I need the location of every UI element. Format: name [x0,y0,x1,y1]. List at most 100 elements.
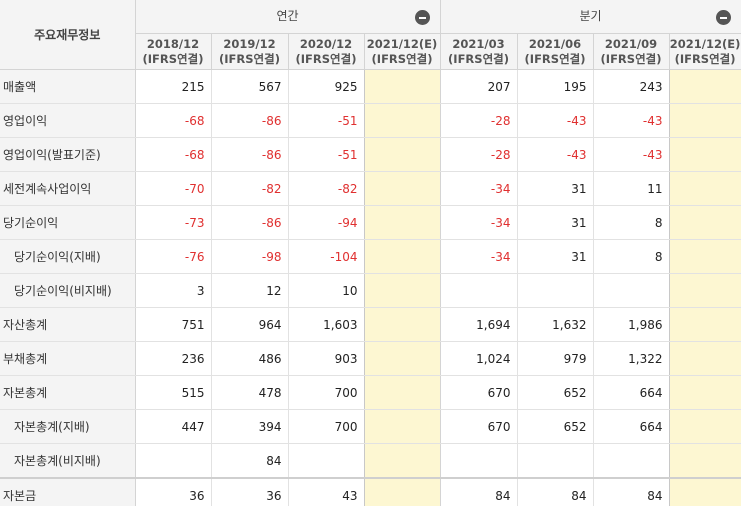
period-header: 2020/12 (IFRS연결) [288,33,365,70]
basis-label: (IFRS연결) [371,51,433,66]
table-row: 매출액 215 567 925 207 195 243 [0,69,741,104]
value-cell: -94 [288,205,365,240]
value-cell: 751 [135,307,212,342]
value-cell: -34 [440,205,518,240]
value-cell: 31 [517,239,594,274]
table-row: 영업이익(발표기준) -68 -86 -51 -28 -43 -43 [0,137,741,172]
collapse-annual-icon[interactable] [414,10,430,25]
value-cell: 700 [288,375,365,410]
value-cell: -43 [593,137,670,172]
row-label: 당기순이익(지배) [0,239,136,274]
basis-label: (IFRS연결) [142,51,204,66]
value-cell [135,443,212,479]
value-cell [669,171,741,206]
value-cell: 515 [135,375,212,410]
value-cell [364,341,441,376]
table-row: 당기순이익(지배) -76 -98 -104 -34 31 8 [0,239,741,274]
value-cell: 84 [211,443,289,479]
value-cell: 12 [211,273,289,308]
period-label: 2019/12 [223,36,276,51]
value-cell: 478 [211,375,289,410]
period-label: 2021/12(E) [366,36,438,51]
value-cell: -34 [440,171,518,206]
value-cell: -34 [440,239,518,274]
value-cell: 8 [593,205,670,240]
value-cell: 664 [593,375,670,410]
row-label: 당기순이익 [0,205,136,240]
value-cell [669,375,741,410]
table-row: 자본총계(지배) 447 394 700 670 652 664 [0,409,741,444]
value-cell [669,341,741,376]
value-cell: -104 [288,239,365,274]
value-cell [593,273,670,308]
value-cell: 243 [593,69,670,104]
value-cell: -82 [288,171,365,206]
group-header-annual: 연간 [135,0,441,34]
value-cell: 664 [593,409,670,444]
value-cell: 215 [135,69,212,104]
table-row: 당기순이익 -73 -86 -94 -34 31 8 [0,205,741,240]
period-label: 2021/12(E) [669,36,741,51]
value-cell: 925 [288,69,365,104]
value-cell: -98 [211,239,289,274]
period-header: 2018/12 (IFRS연결) [135,33,212,70]
value-cell [669,239,741,274]
value-cell [669,69,741,104]
row-label: 영업이익(발표기준) [0,137,136,172]
value-cell: 1,024 [440,341,518,376]
value-cell: 1,322 [593,341,670,376]
value-cell: 36 [211,477,289,506]
value-cell: 236 [135,341,212,376]
value-cell [364,69,441,104]
row-label: 자본금 [0,477,136,506]
row-label: 자산총계 [0,307,136,342]
row-label: 자본총계(지배) [0,409,136,444]
period-header: 2019/12 (IFRS연결) [211,33,289,70]
collapse-quarterly-icon[interactable] [715,10,731,25]
value-cell: -86 [211,205,289,240]
period-label: 2021/06 [528,36,582,51]
row-label: 자본총계(비지배) [0,443,136,479]
period-label: 2018/12 [146,36,200,51]
value-cell: 43 [288,477,365,506]
period-label: 2021/09 [604,36,658,51]
period-header-row: 2018/12 (IFRS연결) 2019/12 (IFRS연결) 2020/12 (IF… [0,33,741,70]
value-cell: 84 [517,477,594,506]
value-cell: -68 [135,137,212,172]
value-cell: 84 [593,477,670,506]
value-cell [364,443,441,479]
value-cell: -70 [135,171,212,206]
group-label-quarterly: 분기 [579,9,602,23]
value-cell: 567 [211,69,289,104]
corner-header: 주요재무정보 [0,0,136,70]
value-cell [364,239,441,274]
table-row: 세전계속사업이익 -70 -82 -82 -34 31 11 [0,171,741,206]
value-cell [288,443,365,479]
basis-label: (IFRS연결) [524,51,586,66]
table-row: 자본총계 515 478 700 670 652 664 [0,375,741,410]
group-header-quarterly: 분기 [440,0,741,34]
value-cell [364,171,441,206]
basis-label: (IFRS연결) [600,51,662,66]
period-header: 2021/03 (IFRS연결) [440,33,518,70]
basis-label: (IFRS연결) [219,51,280,66]
value-cell: 652 [517,375,594,410]
row-label: 영업이익 [0,103,136,138]
value-cell [364,273,441,308]
value-cell: 8 [593,239,670,274]
value-cell: 3 [135,273,212,308]
value-cell [364,375,441,410]
row-label: 세전계속사업이익 [0,171,136,206]
value-cell [669,443,741,479]
table-row: 자산총계 751 964 1,603 1,694 1,632 1,986 [0,307,741,342]
value-cell [669,137,741,172]
value-cell [517,443,594,479]
period-header: 2021/12(E) (IFRS연결) [669,33,741,70]
row-label: 당기순이익(비지배) [0,273,136,308]
value-cell [517,273,594,308]
value-cell: -86 [211,103,289,138]
value-cell [669,477,741,506]
value-cell [364,103,441,138]
table-row: 당기순이익(비지배) 3 12 10 [0,273,741,308]
